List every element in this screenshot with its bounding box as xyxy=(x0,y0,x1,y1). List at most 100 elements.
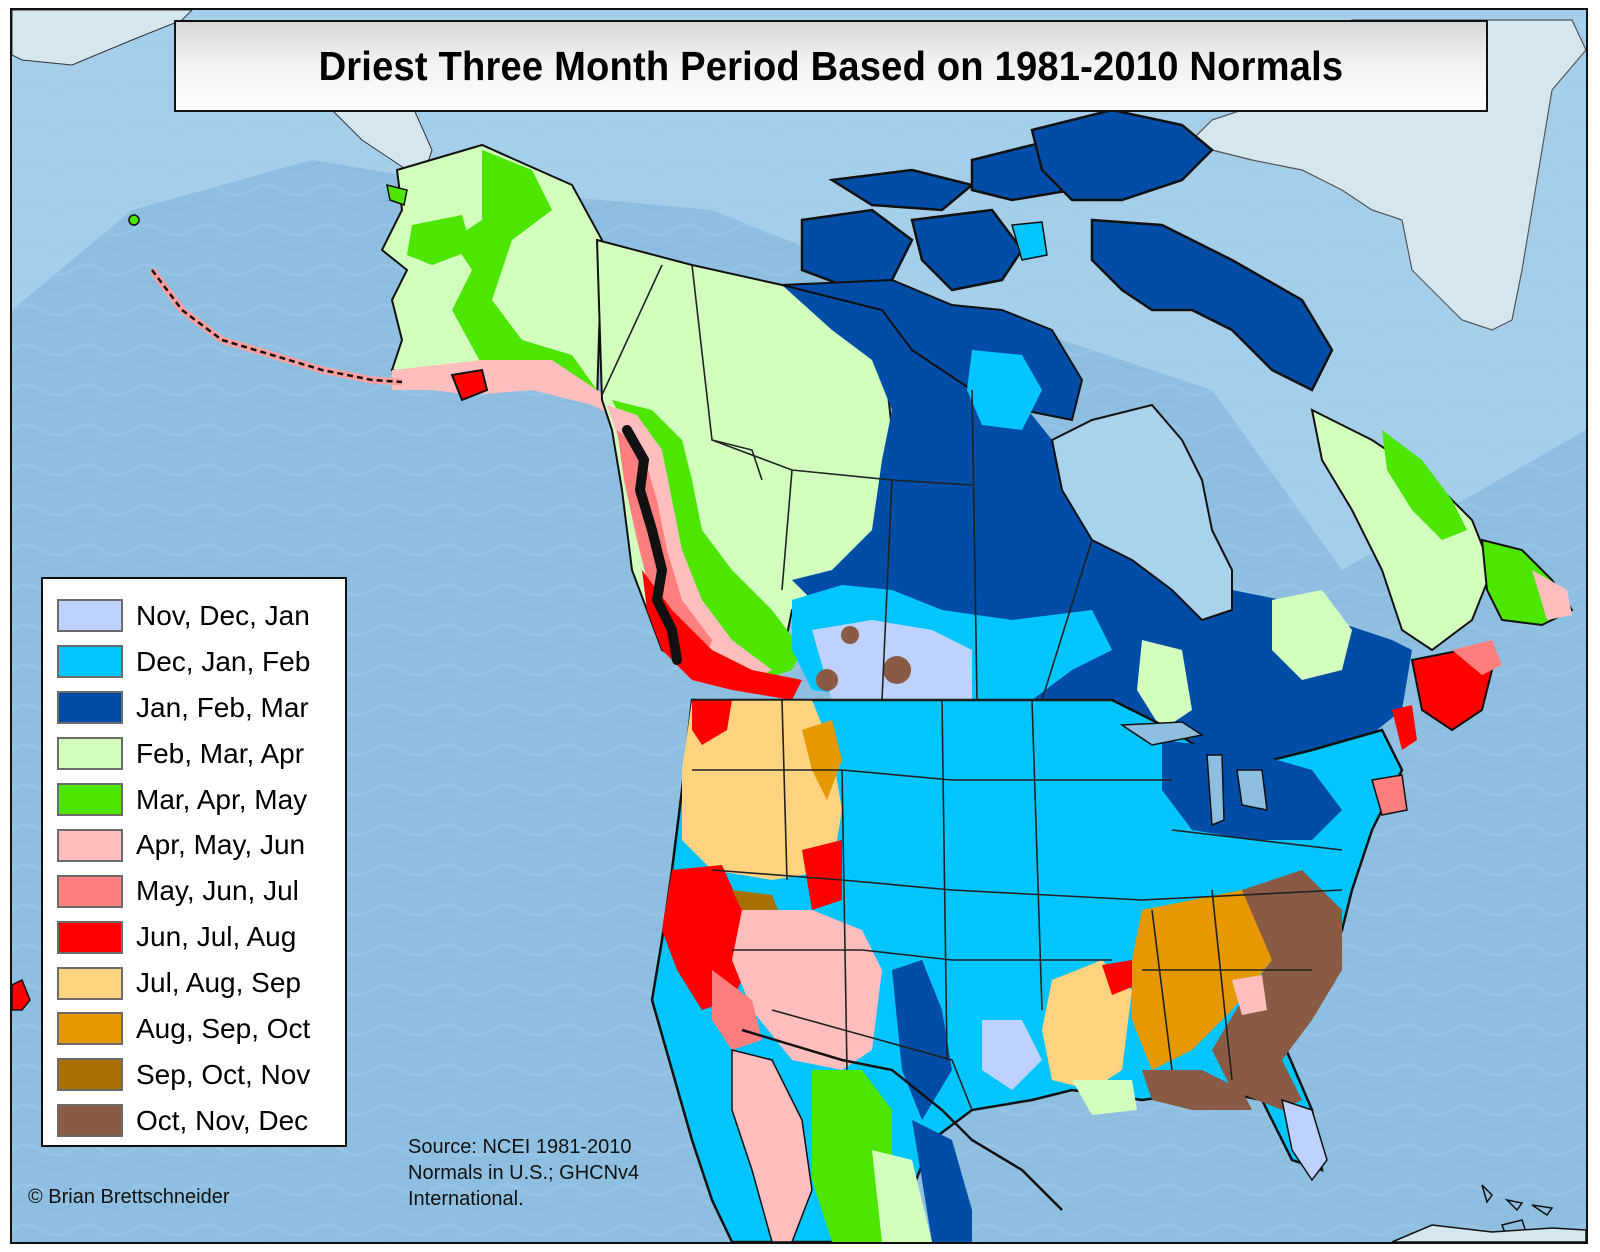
great-basin-red xyxy=(802,840,842,910)
mexico-darkblue-band xyxy=(912,1120,972,1242)
bc-fjords xyxy=(622,425,682,665)
legend-label: Aug, Sep, Oct xyxy=(136,1012,311,1044)
legend-swatch xyxy=(57,599,123,633)
alaska-spring-green xyxy=(452,150,597,390)
socal-salmon xyxy=(712,970,762,1050)
mississippi-jul-sep xyxy=(1042,960,1132,1090)
legend-swatch xyxy=(57,1104,123,1138)
legend-item-aug-sep-oct: Aug, Sep, Oct xyxy=(57,1006,345,1052)
legend-label: Feb, Mar, Apr xyxy=(136,737,305,769)
legend-swatch xyxy=(57,737,123,771)
nwt-light-blue-patch xyxy=(967,350,1042,430)
tennessee-aug-oct xyxy=(1132,890,1282,1070)
bc-coast-red xyxy=(642,570,802,700)
legend-label: Apr, May, Jun xyxy=(136,829,306,861)
prairie-brown-spot-1 xyxy=(841,626,859,644)
lake-michigan xyxy=(1206,754,1225,827)
quebec-palegreen xyxy=(1272,590,1352,680)
hawaii-fragment xyxy=(12,978,31,1011)
florida-periwinkle xyxy=(1281,1098,1328,1182)
legend-label: Jan, Feb, Mar xyxy=(136,691,309,723)
arctic-light-blue-island xyxy=(1011,221,1048,261)
legend-item-dec-jan-feb: Dec, Jan, Feb xyxy=(57,639,345,685)
arctic-archipelago-3 xyxy=(910,208,1024,292)
georgia-pink xyxy=(1232,975,1267,1015)
source-line-1: Source: NCEI 1981-2010 xyxy=(408,1136,632,1158)
legend-item-mar-apr-may: Mar, Apr, May xyxy=(57,777,345,823)
legend-label: Nov, Dec, Jan xyxy=(136,599,310,631)
legend-item-oct-nov-dec: Oct, Nov, Dec xyxy=(57,1098,345,1144)
aleutian-chain-outline xyxy=(151,269,403,384)
st-lawrence-island xyxy=(386,183,408,206)
legend-item-may-jun-jul: May, Jun, Jul xyxy=(57,868,345,914)
prairie-brown-spot-3 xyxy=(816,669,838,691)
baffin-island xyxy=(1090,218,1334,392)
legend-item-sep-oct-nov: Sep, Oct, Nov xyxy=(57,1052,345,1098)
arctic-archipelago-2 xyxy=(828,168,975,212)
map-frame: Driest Three Month Period Based on 1981-… xyxy=(10,8,1588,1244)
prairie-brown-spot-2 xyxy=(883,656,911,684)
us-mexico-border xyxy=(741,1028,1063,1211)
maritimes-pink xyxy=(1452,640,1502,675)
legend-item-feb-mar-apr: Feb, Mar, Apr xyxy=(57,731,345,777)
newfoundland-pink xyxy=(1532,570,1572,620)
caribbean-islands xyxy=(1391,1184,1586,1242)
legend-swatch xyxy=(57,783,123,816)
new-england-red xyxy=(1392,705,1417,750)
author-credit: © Brian Brettschneider xyxy=(28,1186,230,1208)
texas-periwinkle xyxy=(982,1020,1042,1090)
legend-item-nov-dec-jan: Nov, Dec, Jan xyxy=(57,593,345,639)
arkansas-red xyxy=(1102,960,1137,995)
carolinas-brown xyxy=(1212,870,1342,1110)
lake-huron xyxy=(1236,769,1268,811)
new-england-pink xyxy=(1371,774,1408,816)
map-title: Driest Three Month Period Based on 1981-… xyxy=(318,42,1344,89)
legend-item-jul-aug-sep: Jul, Aug, Sep xyxy=(57,960,345,1006)
mexico-palegreen xyxy=(872,1150,932,1242)
legend-label: Dec, Jan, Feb xyxy=(136,645,311,677)
kodiak-red xyxy=(450,368,489,402)
ellesmere-island xyxy=(1030,108,1214,202)
source-note: Source: NCEI 1981-2010 Normals in U.S.; … xyxy=(408,1134,708,1212)
legend-item-apr-may-jun: Apr, May, Jun xyxy=(57,822,345,868)
lake-superior xyxy=(1119,721,1204,746)
california-red xyxy=(662,865,752,1010)
siberia-landmass xyxy=(12,10,193,66)
legend-label: Sep, Oct, Nov xyxy=(136,1058,311,1090)
legend-swatch xyxy=(57,966,123,1000)
legend-label: Jun, Jul, Aug xyxy=(136,921,297,953)
legend-swatch xyxy=(57,874,123,908)
legend-swatch xyxy=(57,828,123,862)
baja-pink xyxy=(731,1049,813,1242)
labrador-green-coast xyxy=(1382,430,1467,540)
legend-swatch xyxy=(57,1012,123,1046)
washington-coast-red xyxy=(692,700,732,745)
legend-swatch xyxy=(57,645,123,679)
map-canvas xyxy=(12,10,1586,1242)
nm-darkblue-band xyxy=(892,960,952,1120)
legend-swatch xyxy=(57,920,123,954)
sierra-madre-green xyxy=(812,1070,892,1242)
legend-item-jun-jul-aug: Jun, Jul, Aug xyxy=(57,914,345,960)
idaho-aug-oct xyxy=(802,720,842,800)
legend-label: Mar, Apr, May xyxy=(136,783,308,815)
hudson-bay xyxy=(1050,403,1233,622)
pnw-jul-sep xyxy=(682,700,842,880)
ontario-palegreen-1 xyxy=(1137,640,1192,730)
source-line-3: International. xyxy=(408,1188,524,1210)
alaska-southcoast-pink xyxy=(392,360,622,420)
gulf-coast-brown xyxy=(1142,1070,1252,1110)
legend-label: Oct, Nov, Dec xyxy=(136,1104,309,1136)
source-line-2: Normals in U.S.; GHCNv4 xyxy=(408,1162,640,1184)
political-borders xyxy=(601,264,1343,1111)
legend-swatch xyxy=(57,1058,123,1092)
legend: Nov, Dec, Jan Dec, Jan, Feb Jan, Feb, Ma… xyxy=(41,577,347,1147)
legend-swatch xyxy=(57,691,123,725)
legend-label: May, Jun, Jul xyxy=(136,875,299,907)
title-box: Driest Three Month Period Based on 1981-… xyxy=(174,20,1488,112)
commander-islands xyxy=(128,214,140,226)
alaska-spring-green-west xyxy=(407,215,472,265)
legend-label: Jul, Aug, Sep xyxy=(136,967,302,999)
louisiana-palegreen xyxy=(1072,1080,1137,1115)
legend-item-jan-feb-mar: Jan, Feb, Mar xyxy=(57,685,345,731)
